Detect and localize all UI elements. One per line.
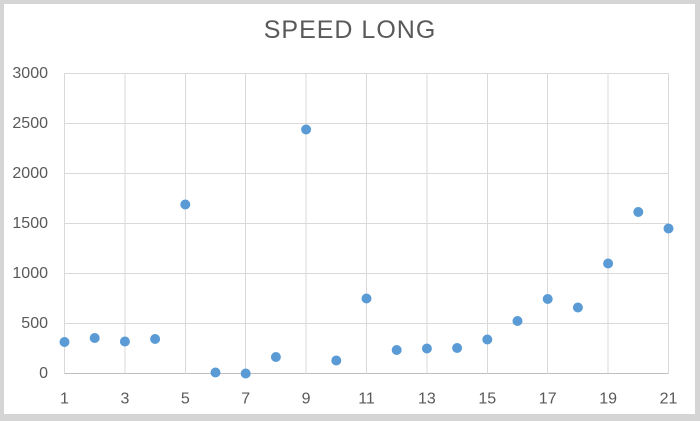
scatter-point <box>119 336 130 347</box>
scatter-point <box>421 343 432 354</box>
scatter-point <box>482 334 493 345</box>
y-axis-tick-label: 500 <box>21 315 48 332</box>
y-axis-tick-label: 2000 <box>12 165 48 182</box>
x-axis-tick-label: 11 <box>358 391 375 408</box>
scatter-point <box>59 337 70 347</box>
y-axis-tick-label: 1000 <box>12 265 48 282</box>
scatter-point <box>331 355 342 366</box>
y-axis-tick-label: 1500 <box>12 215 48 232</box>
x-axis-tick-label: 7 <box>241 391 250 408</box>
chart-area <box>4 4 695 414</box>
scatter-point <box>452 343 463 353</box>
scatter-point <box>150 334 161 344</box>
x-axis-tick-label: 21 <box>660 391 678 408</box>
scatter-point <box>180 199 191 210</box>
x-axis-tick-label: 5 <box>181 391 190 408</box>
scatter-point <box>572 302 583 313</box>
y-axis-tick-label: 2500 <box>12 115 48 132</box>
x-axis-tick-label: 19 <box>599 391 617 408</box>
scatter-point <box>603 258 614 269</box>
scatter-point <box>633 207 644 217</box>
scatter-point <box>512 316 523 326</box>
x-axis-tick-label: 9 <box>302 391 311 408</box>
scatter-point <box>240 368 251 379</box>
scatter-point <box>210 367 221 378</box>
scatter-point <box>301 124 312 135</box>
x-axis-tick-label: 13 <box>418 391 436 408</box>
scatter-point <box>542 294 553 304</box>
x-axis-tick-label: 17 <box>539 391 557 408</box>
scatter-point <box>361 293 372 304</box>
scatter-point <box>663 223 674 234</box>
y-axis-tick-label: 3000 <box>12 65 48 82</box>
y-axis-tick-label: 0 <box>39 365 48 382</box>
scatter-point <box>270 352 281 362</box>
x-axis-tick-label: 1 <box>60 391 69 408</box>
scatter-point <box>391 345 402 355</box>
x-axis-tick-label: 3 <box>120 391 129 408</box>
x-axis-tick-label: 15 <box>478 391 496 408</box>
scatter-point <box>89 333 100 343</box>
